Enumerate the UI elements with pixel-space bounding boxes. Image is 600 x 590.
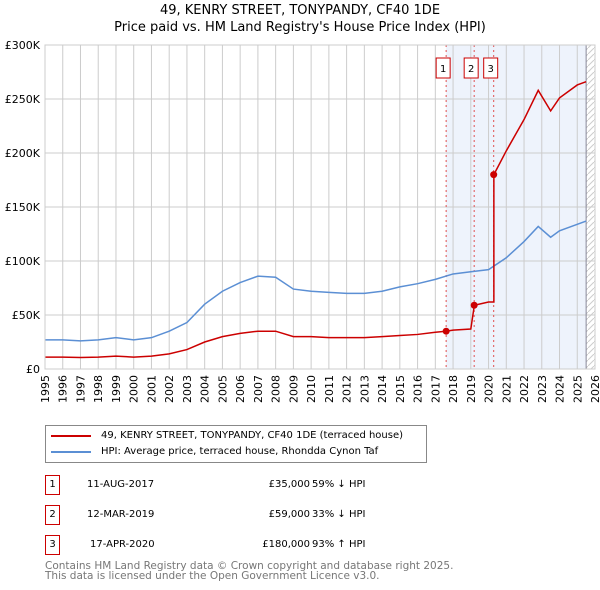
x-tick-label: 2012 [341,375,354,403]
x-tick-label: 2002 [163,375,176,403]
marker-label: 3 [45,535,60,555]
sale-point [490,171,498,179]
sale-marker-label: 1 [440,64,446,75]
y-tick-label: £300K [5,39,41,52]
sale-marker-label: 3 [488,64,494,75]
price: £35,000 [268,479,310,490]
y-tick-label: £150K [5,201,41,214]
x-tick-label: 1997 [74,375,87,403]
x-tick-label: 2013 [358,375,371,403]
y-tick-label: £0 [26,363,40,376]
x-tick-label: 2011 [323,375,336,403]
y-tick-label: £200K [5,147,41,160]
legend-property: 49, KENRY STREET, TONYPANDY, CF40 1DE (t… [101,430,404,441]
x-tick-label: 2025 [571,375,584,403]
footer: Contains HM Land Registry data © Crown c… [45,560,454,582]
x-tick-label: 2006 [234,375,247,403]
hpi-diff: 59% ↓ HPI [312,479,366,490]
x-tick-label: 2016 [412,375,425,403]
x-tick-label: 2014 [376,375,389,403]
y-tick-label: £250K [5,93,41,106]
transaction-row: 2 12-MAR-2019 £59,000 33% ↓ HPI [45,505,445,525]
x-tick-label: 2008 [270,375,283,403]
x-tick-label: 1999 [110,375,123,403]
x-tick-label: 2007 [252,375,265,403]
x-tick-label: 2009 [287,375,300,403]
hpi-diff: 33% ↓ HPI [312,509,366,520]
price: £180,000 [262,539,310,550]
chart-title: 49, KENRY STREET, TONYPANDY, CF40 1DE [159,3,441,18]
x-tick-label: 2000 [128,375,141,403]
x-tick-label: 1995 [39,375,52,403]
date: 12-MAR-2019 [87,509,155,520]
sale-marker-box [435,57,451,79]
x-tick-label: 2005 [216,375,229,403]
x-tick-label: 2019 [465,375,478,403]
transaction-row: 1 11-AUG-2017 £35,000 59% ↓ HPI [45,475,445,495]
x-tick-label: 2001 [145,375,158,403]
price: £59,000 [268,509,310,520]
legend-blue-line [51,450,91,453]
x-tick-label: 2018 [447,375,460,403]
x-tick-label: 2003 [181,375,194,403]
x-tick-label: 2020 [483,375,496,403]
sale-point [442,327,450,335]
sale-marker-box [483,57,499,79]
x-tick-label: 2023 [536,375,549,403]
hpi-line [45,220,587,342]
x-tick-label: 2015 [394,375,407,403]
date: 17-APR-2020 [90,539,155,550]
footer-line: This data is licensed under the Open Gov… [45,570,380,582]
chart-subtitle: Price paid vs. HM Land Registry's House … [114,20,486,35]
price-chart: 1995 1996 1997 1998 1999 2000 2001 2002 2003 2004… [5,39,600,403]
x-tick-label: 2010 [305,375,318,403]
legend: 49, KENRY STREET, TONYPANDY, CF40 1DE (t… [45,425,427,463]
x-tick-label: 1998 [92,375,105,403]
x-tick-label: 2021 [500,375,513,403]
y-tick-label: £50K [12,309,41,322]
legend-red-line [51,434,91,437]
x-tick-label: 2004 [199,375,212,403]
transaction-row: 3 17-APR-2020 £180,000 93% ↑ HPI [45,535,445,555]
hpi-diff: 93% ↑ HPI [312,539,366,550]
footer-line: Contains HM Land Registry data © Crown c… [45,560,454,572]
sale-point [470,301,478,309]
x-tick-label: 2024 [554,375,567,403]
legend-hpi: HPI: Average price, terraced house, Rhon… [101,446,379,457]
plot-frame [44,44,596,370]
x-tick-label: 1996 [57,375,70,403]
marker-label: 1 [45,475,60,495]
x-tick-label: 2017 [429,375,442,403]
x-tick-label: 2022 [518,375,531,403]
y-tick-label: £100K [5,255,41,268]
x-tick-label: 2026 [589,375,600,403]
date: 11-AUG-2017 [87,479,155,490]
marker-label: 2 [45,505,60,525]
sale-marker-label: 2 [468,64,474,75]
sale-marker-box [463,57,479,79]
property-price-line [45,81,587,359]
